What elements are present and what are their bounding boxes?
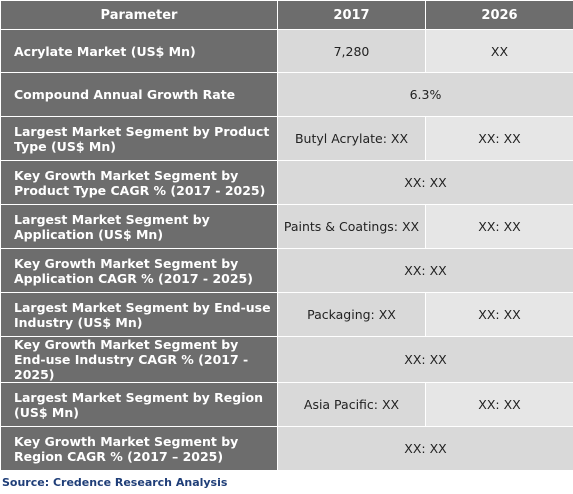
value-2017: Packaging: XX — [277, 292, 426, 337]
value-combined: XX: XX — [277, 160, 573, 205]
value-2026: XX: XX — [425, 204, 573, 249]
table-row: Largest Market Segment by End-use Indust… — [0, 292, 573, 337]
table-row: Key Growth Market Segment by Product Typ… — [0, 160, 573, 205]
table-row: Largest Market Segment by Region (US$ Mn… — [0, 382, 573, 427]
value-combined: XX: XX — [277, 426, 573, 471]
row-parameter: Largest Market Segment by Region (US$ Mn… — [0, 382, 278, 427]
row-parameter: Compound Annual Growth Rate — [0, 72, 278, 117]
table-row: Compound Annual Growth Rate 6.3% — [0, 72, 573, 117]
value-2017: 7,280 — [277, 29, 426, 73]
value-2017: Butyl Acrylate: XX — [277, 116, 426, 161]
value-combined: 6.3% — [277, 72, 573, 117]
table-row: Key Growth Market Segment by End-use Ind… — [0, 336, 573, 383]
table-row: Largest Market Segment by Product Type (… — [0, 116, 573, 161]
value-2026: XX — [425, 29, 573, 73]
row-parameter: Key Growth Market Segment by Product Typ… — [0, 160, 278, 205]
header-2017: 2017 — [277, 0, 426, 30]
row-parameter: Largest Market Segment by End-use Indust… — [0, 292, 278, 337]
table-header-row: Parameter 2017 2026 — [0, 0, 573, 30]
row-parameter: Largest Market Segment by Application (U… — [0, 204, 278, 249]
acrylate-market-summary-table: Parameter 2017 2026 Acrylate Market (US$… — [0, 0, 573, 471]
table-row: Acrylate Market (US$ Mn) 7,280 XX — [0, 29, 573, 73]
row-parameter: Key Growth Market Segment by Region CAGR… — [0, 426, 278, 471]
table-row: Largest Market Segment by Application (U… — [0, 204, 573, 249]
table-row: Key Growth Market Segment by Application… — [0, 248, 573, 293]
header-2026: 2026 — [425, 0, 573, 30]
source-note: Source: Credence Research Analysis — [2, 476, 228, 489]
value-combined: XX: XX — [277, 336, 573, 383]
value-2026: XX: XX — [425, 382, 573, 427]
row-parameter: Largest Market Segment by Product Type (… — [0, 116, 278, 161]
report-summary: Parameter 2017 2026 Acrylate Market (US$… — [0, 0, 573, 471]
value-combined: XX: XX — [277, 248, 573, 293]
value-2026: XX: XX — [425, 292, 573, 337]
value-2017: Asia Pacific: XX — [277, 382, 426, 427]
header-parameter: Parameter — [0, 0, 278, 30]
table-row: Key Growth Market Segment by Region CAGR… — [0, 426, 573, 471]
row-parameter: Key Growth Market Segment by End-use Ind… — [0, 336, 278, 383]
row-parameter: Acrylate Market (US$ Mn) — [0, 29, 278, 73]
row-parameter: Key Growth Market Segment by Application… — [0, 248, 278, 293]
value-2017: Paints & Coatings: XX — [277, 204, 426, 249]
value-2026: XX: XX — [425, 116, 573, 161]
